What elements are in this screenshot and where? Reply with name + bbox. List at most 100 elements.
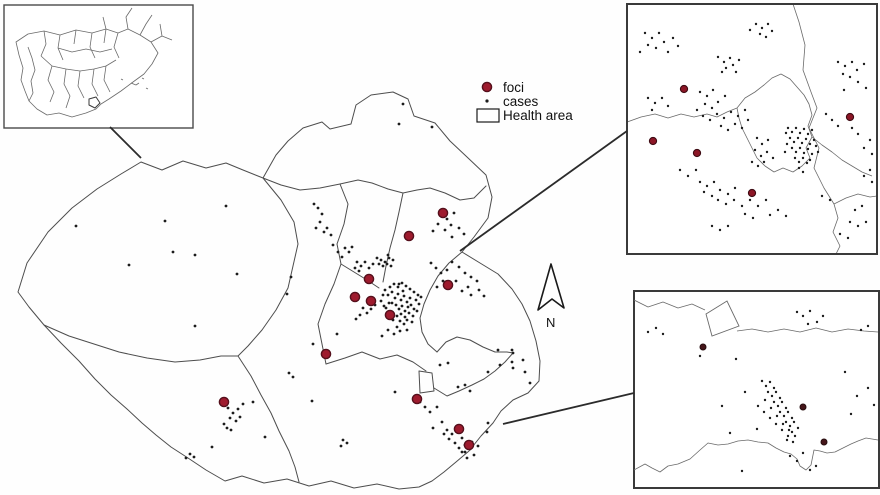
case-dot	[801, 451, 805, 455]
case-dot	[740, 469, 744, 473]
case-dot	[384, 306, 388, 310]
case-dot	[289, 275, 293, 279]
case-dot	[192, 455, 196, 459]
case-dot	[443, 228, 447, 232]
case-dot	[872, 403, 876, 407]
case-dot	[766, 22, 770, 26]
case-dot	[406, 305, 410, 309]
case-dot	[389, 264, 393, 268]
case-dot	[870, 152, 874, 156]
case-dot	[439, 271, 443, 275]
case-dot	[359, 264, 363, 268]
case-dot	[708, 118, 712, 122]
case-dot	[397, 122, 401, 126]
spain-provinces	[40, 7, 173, 109]
case-dot	[770, 394, 774, 398]
case-dot	[371, 262, 375, 266]
case-dot	[477, 288, 481, 292]
case-dot	[405, 318, 409, 322]
case-dot	[756, 204, 760, 208]
focus-dot	[453, 423, 465, 435]
case-dot	[392, 332, 396, 336]
focus-dot	[363, 273, 375, 285]
topright-boundary-southeast	[811, 136, 873, 253]
case-dot	[643, 31, 647, 35]
case-dot	[824, 112, 828, 116]
case-dot	[339, 444, 343, 448]
case-dot	[763, 398, 767, 402]
case-dot	[396, 292, 400, 296]
case-dot	[387, 256, 391, 260]
topright-boundary-left	[628, 107, 738, 123]
case-dot	[764, 198, 768, 202]
case-dot	[848, 220, 852, 224]
case-dot	[399, 298, 403, 302]
case-dot	[521, 358, 525, 362]
case-dot	[291, 375, 295, 379]
case-dot	[498, 363, 502, 367]
case-dot	[785, 438, 789, 442]
case-dot	[765, 150, 769, 154]
case-dot	[866, 324, 870, 328]
case-dot	[435, 405, 439, 409]
case-dot	[379, 258, 383, 262]
case-dot	[310, 399, 314, 403]
case-dot	[388, 285, 392, 289]
case-dot	[776, 404, 780, 408]
connector-topright-inset	[459, 130, 628, 252]
case-dot	[743, 212, 747, 216]
case-dot	[441, 279, 445, 283]
case-dot	[748, 28, 752, 32]
case-dot	[736, 114, 740, 118]
bottomright-small-polygon	[705, 300, 740, 337]
case-dot	[734, 70, 738, 74]
case-dot	[726, 192, 730, 196]
case-dot	[440, 420, 444, 424]
case-dot	[743, 390, 747, 394]
case-dot	[486, 421, 490, 425]
case-dot	[414, 298, 418, 302]
boundary-cartagena-north	[436, 336, 514, 354]
case-dot	[398, 319, 402, 323]
case-dot	[791, 440, 795, 444]
case-dot	[802, 151, 806, 155]
case-dot	[654, 326, 658, 330]
case-dot	[762, 410, 766, 414]
case-dot	[775, 414, 779, 418]
case-dot	[171, 250, 175, 254]
case-dot	[322, 230, 326, 234]
case-dot	[379, 299, 383, 303]
case-dot	[746, 118, 750, 122]
case-dot	[756, 164, 760, 168]
case-dot	[402, 294, 406, 298]
case-dot	[849, 412, 853, 416]
bottomright-case-dots	[646, 309, 876, 473]
spain-outline	[15, 28, 159, 118]
case-dot	[447, 437, 451, 441]
case-dot	[387, 301, 391, 305]
case-dot	[400, 281, 404, 285]
topright-case-dots	[638, 22, 874, 240]
case-dot	[127, 263, 131, 267]
case-dot	[496, 348, 500, 352]
case-dot	[236, 407, 240, 411]
case-dot	[678, 168, 682, 172]
case-dot	[402, 322, 406, 326]
case-dot	[768, 380, 772, 384]
legend-foci-label: foci	[503, 80, 524, 95]
case-dot	[650, 108, 654, 112]
case-dot	[340, 255, 344, 259]
boundary-south	[325, 351, 427, 372]
case-dot	[400, 304, 404, 308]
case-dot	[229, 428, 233, 432]
case-dot	[846, 236, 850, 240]
region-outline	[17, 91, 541, 490]
case-dot	[476, 444, 480, 448]
case-dot	[405, 328, 409, 332]
topright-inset	[626, 3, 878, 255]
case-dot	[724, 202, 728, 206]
case-dot	[768, 416, 772, 420]
case-dot	[868, 168, 872, 172]
case-dot	[805, 161, 809, 165]
case-dot	[762, 160, 766, 164]
